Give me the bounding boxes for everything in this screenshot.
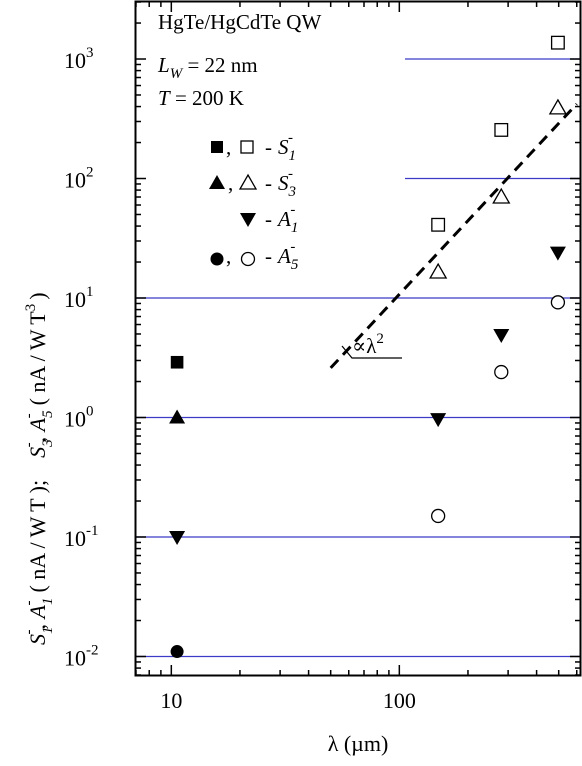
x-tick-label: 100 bbox=[383, 688, 416, 713]
legend-label-s3: - S3- bbox=[265, 166, 296, 200]
legend-label-a1: - A1- bbox=[265, 202, 298, 236]
data-point-filled-circle bbox=[170, 645, 184, 659]
legend-entry-a1: - A1- bbox=[240, 202, 298, 236]
legend-marker-filled-circle bbox=[210, 252, 224, 266]
y-tick-label: 10-2 bbox=[64, 642, 99, 670]
data-point-open-triangle-up bbox=[492, 187, 511, 204]
legend-marker-filled-triangle-down bbox=[240, 213, 256, 227]
data-point-open-circle bbox=[494, 364, 509, 380]
x-tick-label: 10 bbox=[160, 688, 182, 713]
fit-label-bracket bbox=[341, 345, 402, 359]
data-point-filled-triangle-down bbox=[169, 530, 186, 545]
y-tick-label: 10-1 bbox=[64, 523, 99, 551]
data-point-open-circle bbox=[430, 508, 446, 524]
data-point-filled-triangle-down bbox=[549, 246, 566, 261]
y-tick-label: 101 bbox=[64, 284, 94, 312]
y-tick-label: 102 bbox=[64, 165, 94, 193]
fit-label-text: ∝λ2 bbox=[352, 331, 384, 358]
ticks-layer: 10-2 10-1 100 101 102 103 10 100 bbox=[64, 1, 580, 713]
fit-layer bbox=[329, 103, 578, 369]
x-axis-label: λ (µm) bbox=[328, 731, 389, 756]
legend-separator: , bbox=[226, 244, 231, 268]
data-point-filled-triangle-down bbox=[493, 329, 510, 344]
y-tick-label: 100 bbox=[64, 403, 94, 431]
legend-label-a5: - A5- bbox=[265, 239, 299, 273]
data-point-open-square bbox=[431, 217, 446, 232]
legend-marker-filled-triangle bbox=[209, 175, 225, 189]
annotation-structure: HgTe/HgCdTe QW bbox=[158, 10, 321, 34]
data-point-open-triangle-up bbox=[429, 262, 448, 279]
plot-frame bbox=[134, 0, 582, 677]
y-axis-label: S1-, A1-( nA / W T );S3-, A5-( nA / W T3… bbox=[21, 292, 56, 645]
points-layer bbox=[169, 35, 568, 659]
legend-entry-s3: , - S3- bbox=[209, 166, 296, 200]
legend-separator: , bbox=[228, 171, 233, 195]
data-point-filled-triangle-up bbox=[169, 409, 186, 424]
fit-label: ∝λ2 bbox=[341, 331, 402, 359]
legend-marker-open-triangle bbox=[238, 173, 258, 190]
legend-entry-a5: , - A5- bbox=[210, 239, 299, 273]
annotation-temperature: T = 200 K bbox=[158, 86, 244, 110]
annotation-well-width: LW = 22 nm bbox=[157, 53, 258, 82]
data-point-open-triangle-up bbox=[548, 98, 568, 115]
y-tick-label: 103 bbox=[64, 45, 94, 73]
data-point-filled-triangle-down bbox=[430, 413, 447, 428]
legend: , - S1- , - S3- - A1- , - A5- bbox=[209, 130, 299, 273]
fit-line-dashed bbox=[329, 103, 578, 369]
data-point-open-square bbox=[550, 35, 565, 50]
data-point-open-circle bbox=[550, 295, 566, 310]
legend-marker-filled-square bbox=[211, 141, 223, 153]
data-point-open-square bbox=[494, 122, 509, 137]
legend-separator: , bbox=[226, 135, 231, 159]
legend-entry-s1: , - S1- bbox=[211, 130, 296, 164]
annotation-block: HgTe/HgCdTe QW LW = 22 nm T = 200 K bbox=[157, 10, 321, 110]
legend-label-s1: - S1- bbox=[265, 130, 296, 164]
grid-layer bbox=[136, 58, 580, 658]
legend-marker-open-square bbox=[240, 140, 254, 154]
data-point-filled-square bbox=[170, 355, 184, 369]
legend-marker-open-circle bbox=[240, 251, 256, 267]
